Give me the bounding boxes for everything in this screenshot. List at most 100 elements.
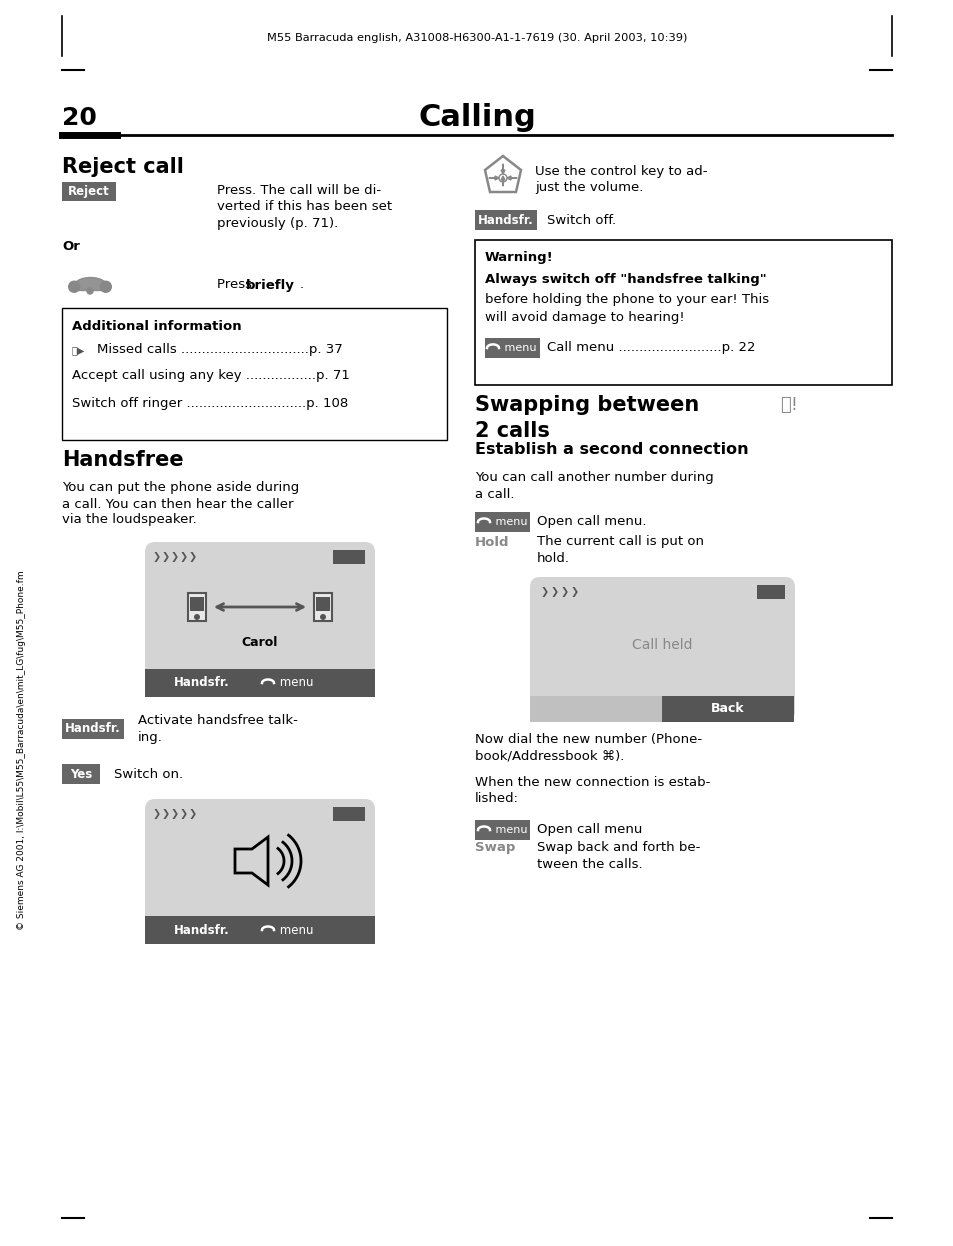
Bar [62,764,100,784]
Text: Switch on.: Switch on. [113,768,183,780]
Text: 📱▶: 📱▶ [71,345,85,355]
Text: Establish a second connection: Establish a second connection [475,442,748,457]
Bar [475,211,537,231]
Text: ❯: ❯ [152,809,161,819]
Text: briefly: briefly [246,279,294,292]
Circle shape [319,614,326,621]
Bar [190,597,204,611]
Bar [661,697,793,721]
Text: ❯: ❯ [551,587,558,597]
Text: Swap: Swap [475,841,515,855]
Text: Missed calls ...............................p. 37: Missed calls ...........................… [97,344,342,356]
Bar [475,820,530,840]
Text: book/Addressbook ⌘).: book/Addressbook ⌘). [475,750,623,763]
Bar [145,916,260,944]
Text: Swap back and forth be-: Swap back and forth be- [537,841,700,855]
Bar [530,697,661,721]
Text: Switch off.: Switch off. [546,213,616,227]
Bar [475,512,530,532]
Text: Handsfr.: Handsfr. [174,677,230,689]
Circle shape [87,288,92,294]
FancyArrow shape [500,164,504,174]
Text: Press. The call will be di-: Press. The call will be di- [216,184,381,198]
Bar [145,669,260,697]
Text: Warning!: Warning! [484,252,553,264]
Text: menu: menu [500,343,536,353]
Text: ⧉!: ⧉! [780,396,797,414]
Text: Open call menu: Open call menu [537,824,641,836]
Text: ❯: ❯ [540,587,549,597]
FancyBboxPatch shape [145,542,375,697]
Text: Press: Press [216,279,256,292]
Text: Switch off ringer .............................p. 108: Switch off ringer ......................… [71,396,348,410]
Circle shape [100,282,112,293]
Text: menu: menu [275,677,314,689]
Text: Calling: Calling [417,103,536,132]
Text: ❯: ❯ [560,587,569,597]
FancyBboxPatch shape [530,577,794,721]
Text: just the volume.: just the volume. [535,182,642,194]
Text: Yes: Yes [70,768,92,780]
Text: ❯: ❯ [152,552,161,562]
Text: before holding the phone to your ear! This: before holding the phone to your ear! Th… [484,294,768,307]
Bar [314,593,332,621]
Text: Activate handsfree talk-: Activate handsfree talk- [138,714,297,728]
Bar [333,549,365,564]
Text: ❯: ❯ [189,809,197,819]
FancyArrow shape [500,176,504,186]
Text: ❯: ❯ [180,809,188,819]
Bar [188,593,206,621]
Text: a call. You can then hear the caller: a call. You can then hear the caller [62,497,294,511]
Text: Handsfr.: Handsfr. [174,923,230,937]
Bar [757,586,784,599]
Text: lished:: lished: [475,791,518,805]
Text: You can put the phone aside during: You can put the phone aside during [62,481,299,495]
Text: .: . [299,279,304,292]
Text: M55 Barracuda english, A31008-H6300-A1-1-7619 (30. April 2003, 10:39): M55 Barracuda english, A31008-H6300-A1-1… [267,32,686,44]
Text: Handsfr.: Handsfr. [477,213,534,227]
Text: ❯: ❯ [180,552,188,562]
Bar [260,916,375,944]
Text: ❯: ❯ [189,552,197,562]
Circle shape [193,614,200,621]
Text: hold.: hold. [537,552,569,564]
Text: Handsfr.: Handsfr. [65,723,121,735]
Text: Swapping between: Swapping between [475,395,699,415]
Text: Open call menu.: Open call menu. [537,516,646,528]
Text: Hold: Hold [475,536,509,548]
Text: ing.: ing. [138,730,163,744]
Text: verted if this has been set: verted if this has been set [216,201,392,213]
FancyArrow shape [489,176,498,179]
Bar [333,807,365,821]
Text: Or: Or [62,240,80,253]
Text: a call.: a call. [475,487,514,501]
Text: When the new connection is estab-: When the new connection is estab- [475,775,710,789]
Text: Call menu .........................p. 22: Call menu .........................p. 22 [546,341,755,355]
Text: Back: Back [710,703,744,715]
Text: Call held: Call held [631,638,692,652]
Text: previously (p. 71).: previously (p. 71). [216,217,338,229]
Text: Reject: Reject [68,184,110,198]
FancyArrow shape [506,176,517,179]
Text: ❯: ❯ [171,552,179,562]
Text: will avoid damage to hearing!: will avoid damage to hearing! [484,312,684,324]
Text: tween the calls.: tween the calls. [537,857,642,871]
Text: Now dial the new number (Phone-: Now dial the new number (Phone- [475,734,701,746]
Bar [475,240,891,385]
Text: menu: menu [275,923,314,937]
Text: © Siemens AG 2001, I:\Mobil\L55\M55_Barracuda\en\mit_LG\fug\M55_Phone.fm: © Siemens AG 2001, I:\Mobil\L55\M55_Barr… [17,571,27,930]
Bar [62,719,124,739]
Bar [62,308,447,440]
Text: ❯: ❯ [570,587,578,597]
Text: menu: menu [492,517,527,527]
Text: ❯: ❯ [162,552,170,562]
Text: Handsfree: Handsfree [62,450,183,470]
Text: Additional information: Additional information [71,319,241,333]
Text: Accept call using any key .................p. 71: Accept call using any key ..............… [71,370,350,383]
Text: ❯: ❯ [162,809,170,819]
Bar [315,597,330,611]
Circle shape [69,282,80,293]
Text: The current call is put on: The current call is put on [537,536,703,548]
Text: You can call another number during: You can call another number during [475,471,713,485]
FancyBboxPatch shape [145,799,375,944]
